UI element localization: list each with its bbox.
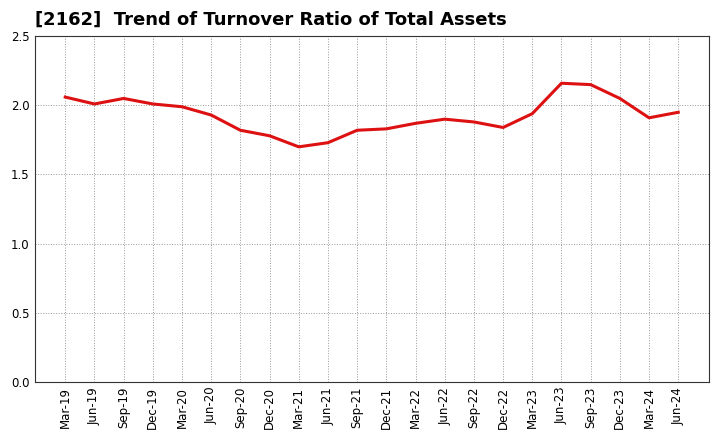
Text: [2162]  Trend of Turnover Ratio of Total Assets: [2162] Trend of Turnover Ratio of Total … [35,11,506,29]
